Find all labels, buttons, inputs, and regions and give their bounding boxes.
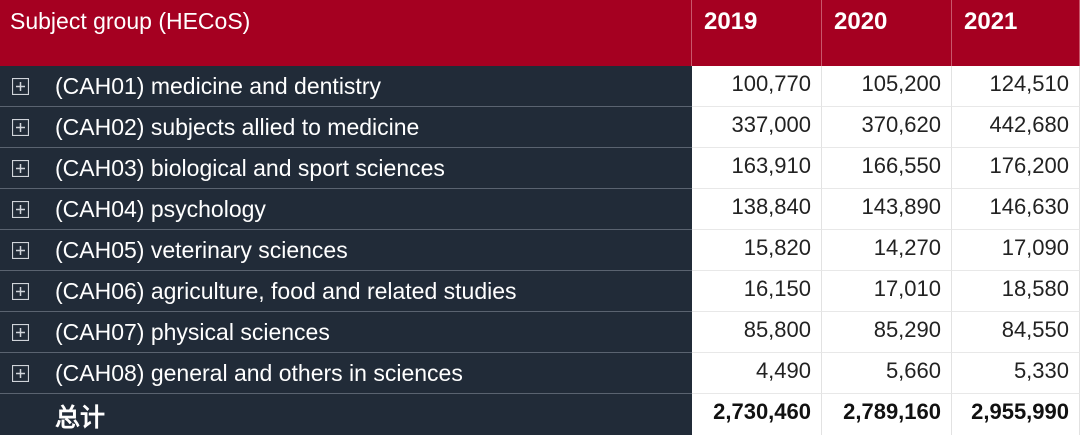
value-cell: 124,510 xyxy=(952,66,1080,107)
row-label: (CAH03) biological and sport sciences xyxy=(0,148,692,189)
row-label: (CAH04) psychology xyxy=(0,189,692,230)
expand-icon[interactable] xyxy=(12,78,29,95)
value-cell: 17,010 xyxy=(822,271,952,312)
value-cell: 16,150 xyxy=(692,271,822,312)
row-label: (CAH01) medicine and dentistry xyxy=(0,66,692,107)
expand-icon[interactable] xyxy=(12,119,29,136)
value-cell: 442,680 xyxy=(952,107,1080,148)
value-cell: 146,630 xyxy=(952,189,1080,230)
value-cell: 163,910 xyxy=(692,148,822,189)
expand-icon[interactable] xyxy=(12,201,29,218)
expand-icon[interactable] xyxy=(12,324,29,341)
value-cell: 337,000 xyxy=(692,107,822,148)
year-header: 2020 xyxy=(822,0,952,66)
value-cell: 18,580 xyxy=(952,271,1080,312)
total-cell: 2,789,160 xyxy=(822,394,952,435)
value-cell: 5,330 xyxy=(952,353,1080,394)
value-cell: 84,550 xyxy=(952,312,1080,353)
value-cell: 143,890 xyxy=(822,189,952,230)
value-cell: 15,820 xyxy=(692,230,822,271)
value-cell: 17,090 xyxy=(952,230,1080,271)
value-cell: 85,290 xyxy=(822,312,952,353)
total-label: 总计 xyxy=(0,394,692,435)
header-title: Subject group (HECoS) xyxy=(0,0,692,66)
value-cell: 14,270 xyxy=(822,230,952,271)
year-header: 2021 xyxy=(952,0,1080,66)
value-cell: 138,840 xyxy=(692,189,822,230)
value-cell: 100,770 xyxy=(692,66,822,107)
value-cell: 85,800 xyxy=(692,312,822,353)
row-label: (CAH07) physical sciences xyxy=(0,312,692,353)
row-label: (CAH08) general and others in sciences xyxy=(0,353,692,394)
year-header: 2019 xyxy=(692,0,822,66)
row-label: (CAH06) agriculture, food and related st… xyxy=(0,271,692,312)
value-cell: 105,200 xyxy=(822,66,952,107)
value-cell: 166,550 xyxy=(822,148,952,189)
expand-icon[interactable] xyxy=(12,365,29,382)
row-label: (CAH05) veterinary sciences xyxy=(0,230,692,271)
value-cell: 176,200 xyxy=(952,148,1080,189)
value-cell: 370,620 xyxy=(822,107,952,148)
total-cell: 2,955,990 xyxy=(952,394,1080,435)
total-cell: 2,730,460 xyxy=(692,394,822,435)
value-cell: 4,490 xyxy=(692,353,822,394)
expand-icon[interactable] xyxy=(12,283,29,300)
row-label: (CAH02) subjects allied to medicine xyxy=(0,107,692,148)
expand-icon[interactable] xyxy=(12,160,29,177)
value-cell: 5,660 xyxy=(822,353,952,394)
expand-icon[interactable] xyxy=(12,242,29,259)
